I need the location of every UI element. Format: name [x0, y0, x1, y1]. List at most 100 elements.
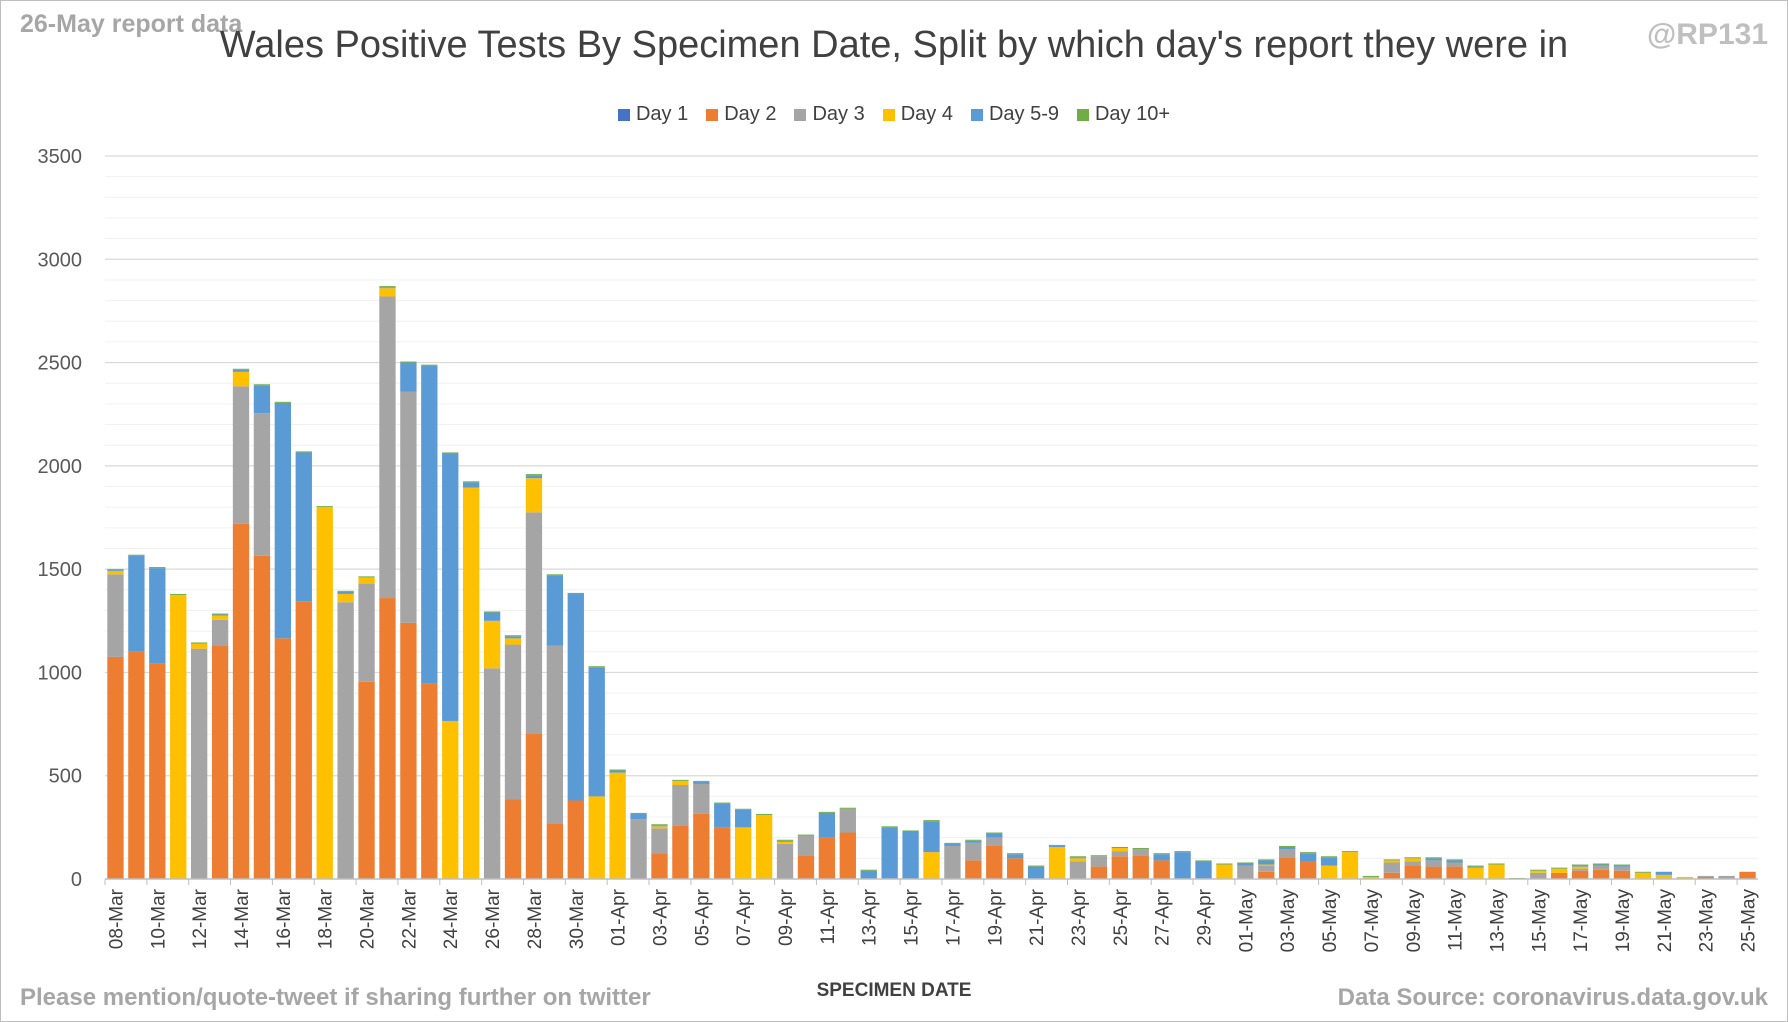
bar-segment — [1551, 872, 1568, 879]
bar-segment — [400, 362, 417, 392]
bar-segment — [1425, 866, 1442, 879]
bar-segment — [1299, 852, 1317, 854]
bar-segment — [1467, 866, 1484, 868]
x-tick-label: 05-Apr — [692, 888, 713, 946]
bar-segment — [1446, 860, 1463, 863]
bar-segment — [944, 842, 961, 844]
bar-segment — [546, 823, 564, 879]
legend-swatch-day-10-plus — [1076, 108, 1089, 121]
bar-segment — [504, 636, 522, 639]
x-tick-label: 08-Mar — [106, 888, 127, 949]
bar-segment — [1027, 866, 1045, 879]
axes: 0 500 1000 1500 2000 2500 3000 3500 08-Mar 10-Mar… — [38, 146, 1760, 952]
bar-segment — [1467, 867, 1484, 879]
bar-segment — [190, 642, 208, 644]
x-tick-label: 30-Mar — [567, 888, 588, 949]
bar-segment — [295, 601, 312, 879]
bar-segment — [567, 592, 584, 594]
bar-segment — [1571, 864, 1589, 866]
bar-segment — [1279, 857, 1296, 879]
bar-segment — [1237, 865, 1254, 879]
bar-segment — [651, 853, 668, 879]
bar-segment — [1320, 857, 1338, 866]
x-tick-label: 15-Apr — [902, 888, 923, 946]
bar-segment — [525, 474, 543, 476]
y-tick-label: 3000 — [38, 249, 83, 271]
bar-segment — [1383, 860, 1400, 863]
bar-segment — [1592, 865, 1610, 870]
x-tick-label: 23-Apr — [1069, 888, 1090, 946]
bar-segment — [839, 832, 856, 879]
bar-segment — [1216, 864, 1233, 879]
bar-segment — [567, 800, 584, 879]
bar-segment — [1571, 870, 1589, 879]
bar-segment — [839, 808, 856, 833]
author-handle: @RP131 — [1647, 18, 1768, 51]
bar-segment — [1069, 856, 1087, 858]
bar-segment — [1425, 860, 1442, 867]
bar-segment — [1634, 872, 1652, 879]
bar-segment — [274, 638, 292, 879]
bar-segment — [651, 826, 668, 829]
legend-swatch-day-2 — [706, 108, 719, 121]
x-tick-label: 07-May — [1362, 889, 1383, 953]
legend-label-day-3: Day 3 — [812, 103, 865, 125]
bar-segment — [232, 386, 250, 524]
bar-segment — [379, 296, 396, 599]
bar-segment — [337, 602, 354, 879]
x-tick-label: 03-May — [1278, 889, 1299, 953]
bar-segment — [504, 635, 522, 637]
bar-segment — [651, 828, 668, 854]
bar-segment — [504, 638, 522, 645]
bar-segment — [797, 835, 815, 856]
bar-segment — [1488, 864, 1505, 879]
bar-segment — [672, 825, 689, 879]
bar-segment — [1237, 862, 1254, 864]
bar-segment — [295, 451, 312, 453]
bar-segment — [1571, 865, 1589, 867]
bar-segment — [588, 666, 605, 668]
bar-segment — [1592, 864, 1610, 866]
bar-segment — [107, 574, 124, 657]
bar-segment — [358, 583, 375, 682]
bar-segment — [400, 391, 417, 623]
bar-segment — [546, 574, 564, 576]
bar-segment — [1299, 853, 1317, 862]
x-tick-label: 01-Apr — [609, 888, 630, 946]
bar-segment — [463, 487, 480, 879]
bar-segment — [839, 807, 856, 809]
legend-swatch-day-3 — [794, 108, 807, 121]
x-tick-label: 07-Apr — [734, 888, 755, 946]
bar-segment — [1090, 855, 1108, 857]
bar-segment — [1320, 856, 1338, 858]
bar-segment — [672, 780, 689, 786]
bar-segment — [1111, 846, 1128, 849]
x-axis-title: SPECIMEN DATE — [816, 980, 972, 1001]
bar-segment — [504, 644, 522, 800]
bar-segment — [1530, 870, 1547, 873]
bar-segment — [1341, 851, 1359, 853]
bar-segment — [463, 482, 480, 488]
bar-segment — [797, 834, 815, 836]
bar-segment — [358, 576, 375, 578]
bar-segment — [944, 845, 961, 879]
bar-segment — [211, 619, 229, 646]
bar-segment — [1048, 845, 1066, 847]
bar-segment — [1174, 852, 1191, 879]
bar-segment — [860, 869, 877, 871]
bar-segment — [149, 567, 166, 569]
bar-segment — [567, 593, 584, 801]
x-tick-label: 12-Mar — [190, 888, 211, 949]
bar-segment — [379, 598, 396, 879]
y-tick-label: 1000 — [38, 662, 83, 684]
bar-segment — [128, 554, 145, 556]
bar-segment — [1718, 875, 1735, 879]
x-tick-label: 25-Apr — [1111, 888, 1132, 946]
bar-segment — [630, 812, 647, 814]
bar-segment — [1425, 858, 1442, 861]
x-tick-label: 25-May — [1739, 889, 1760, 953]
bar-segment — [1111, 851, 1128, 857]
bar-segment — [463, 481, 480, 483]
bar-segment — [1258, 871, 1275, 879]
legend-label-day-4: Day 4 — [900, 103, 953, 125]
